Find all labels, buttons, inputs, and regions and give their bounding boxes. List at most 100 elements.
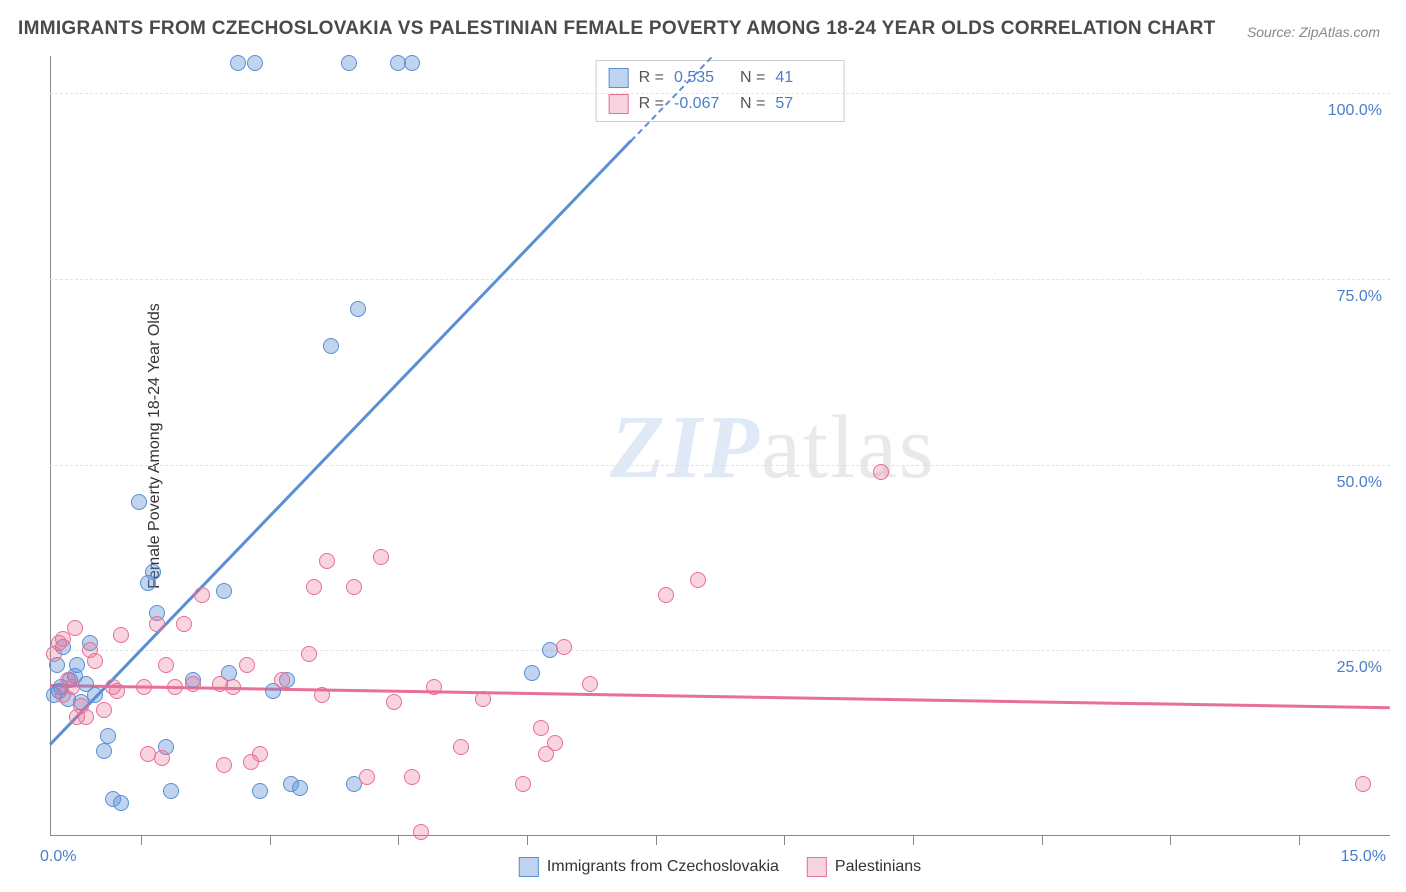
data-point-czech [247,55,263,71]
legend-item-czech: Immigrants from Czechoslovakia [519,857,779,877]
data-point-czech [216,583,232,599]
data-point-czech [404,55,420,71]
data-point-palest [873,464,889,480]
y-tick-label: 25.0% [1337,659,1382,677]
data-point-palest [690,572,706,588]
y-tick-label: 100.0% [1328,102,1382,120]
n-label: N = [740,69,765,87]
data-point-czech [524,665,540,681]
data-point-palest [136,679,152,695]
data-point-palest [225,679,241,695]
data-point-czech [323,338,339,354]
legend-stats-row-palest: R = -0.067 N = 57 [609,91,832,117]
data-point-palest [239,657,255,673]
data-point-palest [547,735,563,751]
data-point-palest [413,824,429,840]
legend-label-palest: Palestinians [835,858,921,876]
data-point-czech [292,780,308,796]
data-point-palest [453,739,469,755]
data-point-palest [176,616,192,632]
data-point-palest [216,757,232,773]
swatch-palest-icon [807,857,827,877]
chart-title: IMMIGRANTS FROM CZECHOSLOVAKIA VS PALEST… [18,18,1216,40]
data-point-czech [113,795,129,811]
data-point-palest [404,769,420,785]
data-point-palest [556,639,572,655]
data-point-palest [319,553,335,569]
x-max-label: 15.0% [1341,848,1386,866]
data-point-palest [274,672,290,688]
x-tick [913,835,914,845]
watermark-zip: ZIP [610,398,761,497]
data-point-palest [533,720,549,736]
gridline [50,93,1390,94]
n-value-czech: 41 [775,69,831,87]
data-point-palest [301,646,317,662]
swatch-palest-icon [609,94,629,114]
legend-item-palest: Palestinians [807,857,921,877]
data-point-czech [87,687,103,703]
x-tick [1170,835,1171,845]
legend-series: Immigrants from Czechoslovakia Palestini… [519,857,921,877]
data-point-palest [306,579,322,595]
data-point-palest [167,679,183,695]
source-label: Source: ZipAtlas.com [1247,24,1380,40]
data-point-czech [145,564,161,580]
n-label: N = [740,95,765,113]
data-point-palest [158,657,174,673]
data-point-palest [658,587,674,603]
watermark-atlas: atlas [761,398,936,497]
watermark: ZIPatlas [610,396,936,499]
x-tick [1042,835,1043,845]
data-point-palest [64,679,80,695]
trend-line [50,684,1390,709]
data-point-czech [350,301,366,317]
data-point-palest [359,769,375,785]
legend-label-czech: Immigrants from Czechoslovakia [547,858,779,876]
data-point-palest [346,579,362,595]
data-point-czech [252,783,268,799]
data-point-palest [67,620,83,636]
data-point-palest [252,746,268,762]
legend-stats: R = 0.535 N = 41 R = -0.067 N = 57 [596,60,845,122]
x-tick [270,835,271,845]
data-point-palest [475,691,491,707]
swatch-czech-icon [609,68,629,88]
data-point-palest [582,676,598,692]
data-point-palest [386,694,402,710]
data-point-palest [87,653,103,669]
data-point-palest [373,549,389,565]
data-point-palest [149,616,165,632]
data-point-czech [230,55,246,71]
n-value-palest: 57 [775,95,831,113]
x-tick [656,835,657,845]
data-point-palest [154,750,170,766]
y-axis-line [50,56,51,835]
data-point-palest [96,702,112,718]
data-point-palest [113,627,129,643]
r-value-palest: -0.067 [674,95,730,113]
legend-stats-row-czech: R = 0.535 N = 41 [609,65,832,91]
data-point-czech [69,657,85,673]
data-point-czech [341,55,357,71]
data-point-palest [78,709,94,725]
x-tick [398,835,399,845]
data-point-palest [426,679,442,695]
x-origin-label: 0.0% [40,848,76,866]
data-point-palest [1355,776,1371,792]
x-tick [527,835,528,845]
data-point-palest [515,776,531,792]
data-point-czech [96,743,112,759]
y-tick-label: 50.0% [1337,474,1382,492]
data-point-palest [185,676,201,692]
gridline [50,650,1390,651]
gridline [50,465,1390,466]
swatch-czech-icon [519,857,539,877]
x-tick [784,835,785,845]
data-point-palest [194,587,210,603]
data-point-czech [163,783,179,799]
x-tick [141,835,142,845]
r-label: R = [639,69,664,87]
data-point-palest [109,683,125,699]
x-tick [1299,835,1300,845]
